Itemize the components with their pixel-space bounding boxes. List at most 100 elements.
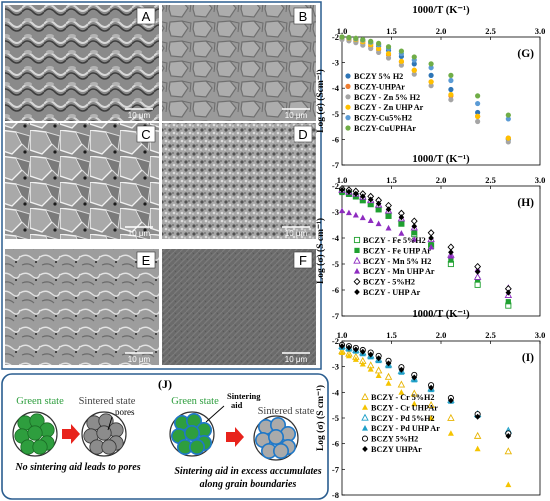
grain	[101, 439, 117, 455]
sintering-aid-label-2: aid	[231, 400, 243, 410]
data-point	[384, 372, 393, 380]
data-point	[428, 65, 434, 71]
grain	[27, 425, 43, 441]
data-point	[473, 272, 482, 280]
scale-bar-label: 10 μm	[128, 355, 151, 364]
data-point	[353, 194, 359, 200]
sem-image-b	[162, 5, 316, 121]
right-caption-line-1: Sintering aid in excess accumulates	[174, 466, 321, 477]
legend-label: BCZY UHPAr	[371, 445, 422, 454]
data-point	[447, 430, 454, 436]
left-sintered-state-label: Sintered state	[79, 396, 136, 407]
sem-image-f	[162, 249, 316, 365]
data-point	[367, 351, 374, 358]
panel-label: (H)	[517, 197, 534, 209]
data-point	[475, 109, 481, 116]
legend-label: BCZY - UHP Ar	[363, 288, 421, 297]
data-point	[385, 360, 392, 367]
legend-label: BCZY - Zn 5% H2	[354, 93, 420, 102]
legend-marker	[361, 413, 369, 421]
data-point	[398, 230, 405, 236]
legend-label: BCZY-CuUPHAr	[354, 124, 416, 133]
data-point	[385, 206, 392, 213]
data-point	[385, 55, 392, 61]
data-point	[359, 214, 366, 221]
data-point	[339, 34, 345, 40]
x-tick-label: 1.0	[337, 26, 348, 36]
sem-panel-a: A 10 μm	[5, 5, 159, 121]
legend-marker	[353, 277, 361, 286]
data-point	[411, 71, 417, 77]
x-tick-label: 3.0	[535, 26, 546, 36]
data-point	[368, 38, 374, 44]
pores-pointer	[107, 416, 113, 431]
data-point	[376, 45, 382, 52]
data-point	[475, 93, 481, 99]
legend-marker	[345, 125, 351, 131]
x-tick-label: 1.5	[386, 175, 397, 185]
legend-marker	[345, 83, 351, 89]
data-point	[505, 299, 511, 305]
data-point	[367, 217, 374, 223]
sem-panel-f: F 10 μm	[162, 249, 316, 365]
data-point	[398, 389, 405, 395]
y-tick-label: -8	[332, 490, 339, 500]
legend-marker	[354, 247, 360, 253]
data-point	[346, 188, 352, 195]
scale-bar-label: 10 μm	[285, 355, 308, 364]
data-point	[411, 61, 417, 67]
data-point	[411, 400, 418, 407]
scale-bar-label: 10 μm	[285, 229, 308, 238]
data-point	[368, 201, 374, 207]
data-point	[475, 100, 481, 107]
y-axis-label: Log (σ) (S cm⁻¹)	[315, 385, 326, 451]
data-point	[411, 54, 417, 60]
y-axis-label: Log (σ) (S cm⁻¹)	[315, 218, 326, 284]
legend-label: BCZY - Zn UHP Ar	[354, 103, 424, 112]
right-sintered-state-label: Sintered state	[258, 406, 315, 417]
y-tick-label: -7	[332, 311, 340, 321]
left-red-arrow	[62, 424, 80, 444]
grain	[189, 438, 206, 455]
panel-label-box	[136, 251, 156, 269]
data-point	[447, 243, 455, 251]
data-point	[339, 186, 345, 193]
data-point	[385, 51, 392, 57]
data-point	[474, 413, 481, 420]
data-point	[410, 389, 419, 397]
data-point	[398, 48, 404, 54]
x-tick-label: 2.0	[436, 26, 447, 36]
sem-panel-c: C 10 μm	[5, 123, 159, 239]
data-point	[505, 135, 511, 141]
legend-label: BCZY - Pd 5%H2	[371, 414, 435, 423]
x-tick-label: 1.5	[386, 330, 397, 340]
series-1	[339, 349, 512, 488]
data-point	[428, 61, 434, 67]
data-point	[411, 223, 418, 230]
grain	[272, 442, 289, 459]
panel-label-b: B	[299, 9, 308, 24]
y-tick-label: -5	[332, 109, 339, 119]
data-point	[474, 262, 482, 271]
chart-g: 1000/T (K⁻¹) 1.0 1.5 2.0 2.5 3.0 -2 -3 -4 -5 -6 -7 L…	[315, 5, 545, 170]
panel-label-a: A	[142, 9, 151, 24]
legend-label: BCZY - Cr 5%H2	[371, 393, 434, 402]
sem-image-d	[162, 123, 316, 239]
data-point	[474, 268, 481, 275]
legend-marker	[354, 268, 360, 274]
right-green-state-grains	[169, 411, 215, 457]
legend-marker	[354, 289, 360, 295]
sem-image-c	[5, 123, 159, 239]
y-tick-label: -2	[332, 336, 339, 346]
data-point	[398, 214, 405, 221]
x-axis-label: 1000/T (K⁻¹)	[412, 5, 470, 16]
legend-label: BCZY - Fe UHP Ar	[363, 246, 431, 255]
y-tick-label: -2	[332, 32, 339, 42]
legend-marker	[345, 104, 351, 110]
data-point	[339, 343, 345, 350]
data-point	[411, 230, 417, 236]
panel-label-j: (J)	[158, 377, 172, 391]
data-point	[359, 348, 366, 355]
y-tick-label: -6	[332, 285, 339, 295]
data-point	[428, 414, 435, 421]
